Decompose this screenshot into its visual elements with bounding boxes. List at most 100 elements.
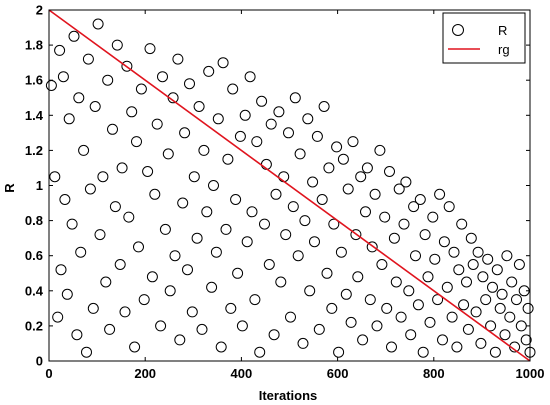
marks-layer — [45, 9, 536, 362]
scatter-point — [482, 253, 494, 265]
scatter-point — [151, 118, 163, 130]
scatter-point — [371, 320, 383, 332]
scatter-point — [337, 153, 349, 165]
scatter-point — [225, 302, 237, 314]
scatter-point — [259, 218, 270, 230]
scatter-point — [278, 171, 290, 183]
y-axis-title: R — [2, 183, 17, 193]
scatter-point — [427, 211, 439, 223]
scatter-point — [254, 346, 266, 358]
scatter-point — [142, 166, 154, 177]
scatter-point — [434, 188, 446, 200]
scatter-point — [146, 271, 158, 283]
scatter-point — [311, 130, 323, 142]
scatter-point — [414, 194, 426, 205]
scatter-point — [87, 302, 99, 314]
scatter-point — [318, 101, 330, 112]
scatter-point — [129, 341, 141, 353]
scatter-point — [458, 299, 470, 311]
scatter-point — [100, 276, 112, 288]
scatter-point — [480, 294, 492, 306]
scatter-point — [114, 259, 126, 270]
scatter-point — [270, 188, 282, 200]
legend-label-rg: rg — [498, 42, 510, 57]
scatter-point — [191, 232, 203, 244]
scatter-point — [230, 194, 242, 205]
scatter-point — [347, 136, 359, 148]
x-tick-label: 800 — [423, 366, 445, 381]
scatter-point — [68, 30, 80, 42]
scatter-point — [360, 206, 371, 218]
scatter-point — [398, 218, 410, 230]
scatter-point — [350, 229, 362, 241]
scatter-point — [307, 176, 319, 188]
legend-marker-r — [452, 24, 464, 36]
scatter-point — [280, 229, 292, 241]
scatter-point — [144, 43, 156, 55]
scatter-point — [395, 311, 407, 323]
y-tick-label: 0.6 — [25, 248, 43, 263]
scatter-point — [388, 232, 400, 244]
scatter-point — [71, 329, 83, 341]
scatter-point — [244, 71, 256, 83]
scatter-point — [61, 288, 73, 300]
scatter-point — [256, 95, 268, 107]
scatter-point — [104, 323, 116, 335]
scatter-point — [179, 127, 191, 139]
scatter-point — [323, 162, 335, 174]
y-tick-label: 0 — [36, 354, 43, 369]
scatter-point — [66, 218, 78, 230]
scatter-point — [232, 267, 244, 279]
scatter-point — [376, 259, 388, 270]
scatter-point — [236, 320, 248, 332]
scatter-point — [111, 39, 123, 51]
scatter-point — [212, 113, 224, 125]
scatter-point — [49, 171, 61, 183]
scatter-point — [116, 162, 128, 174]
y-tick-label: 0.8 — [25, 213, 43, 228]
scatter-point — [203, 65, 215, 77]
scatter-point — [275, 276, 287, 288]
scatter-point — [186, 306, 198, 318]
scatter-point — [316, 194, 328, 205]
scatter-point — [131, 136, 142, 148]
y-tick-label: 0.2 — [25, 318, 43, 333]
scatter-point — [217, 57, 229, 69]
x-tick-label: 200 — [134, 366, 156, 381]
scatter-point — [491, 264, 503, 276]
scatter-point — [94, 229, 106, 241]
scatter-point — [155, 320, 167, 332]
scatter-point — [84, 183, 96, 195]
scatter-point — [210, 246, 222, 258]
scatter-point — [294, 148, 306, 160]
scatter-point — [287, 201, 299, 213]
y-tick-label: 1.4 — [25, 108, 44, 123]
scatter-point — [403, 285, 415, 297]
scatter-point — [506, 276, 518, 288]
scatter-point — [89, 101, 101, 112]
scatter-point — [198, 144, 210, 156]
scatter-point — [357, 334, 369, 346]
scatter-point — [241, 236, 253, 248]
scatter-point — [201, 206, 213, 218]
scatter-point — [326, 302, 338, 314]
scatter-point — [246, 206, 258, 218]
scatter-point — [149, 188, 161, 200]
scatter-point — [520, 334, 532, 346]
x-axis-title: Iterations — [259, 388, 318, 403]
scatter-point — [102, 74, 114, 86]
scatter-point — [283, 127, 294, 139]
scatter-point — [432, 294, 444, 306]
scatter-point — [206, 281, 218, 293]
scatter-point — [138, 294, 150, 306]
scatter-point — [496, 288, 508, 300]
scatter-point — [196, 323, 208, 335]
scatter-point — [494, 302, 506, 314]
scatter-point — [438, 236, 450, 248]
scatter-point — [513, 259, 525, 270]
scatter-point — [162, 148, 174, 160]
scatter-point — [285, 311, 296, 323]
scatter-point — [386, 341, 397, 353]
